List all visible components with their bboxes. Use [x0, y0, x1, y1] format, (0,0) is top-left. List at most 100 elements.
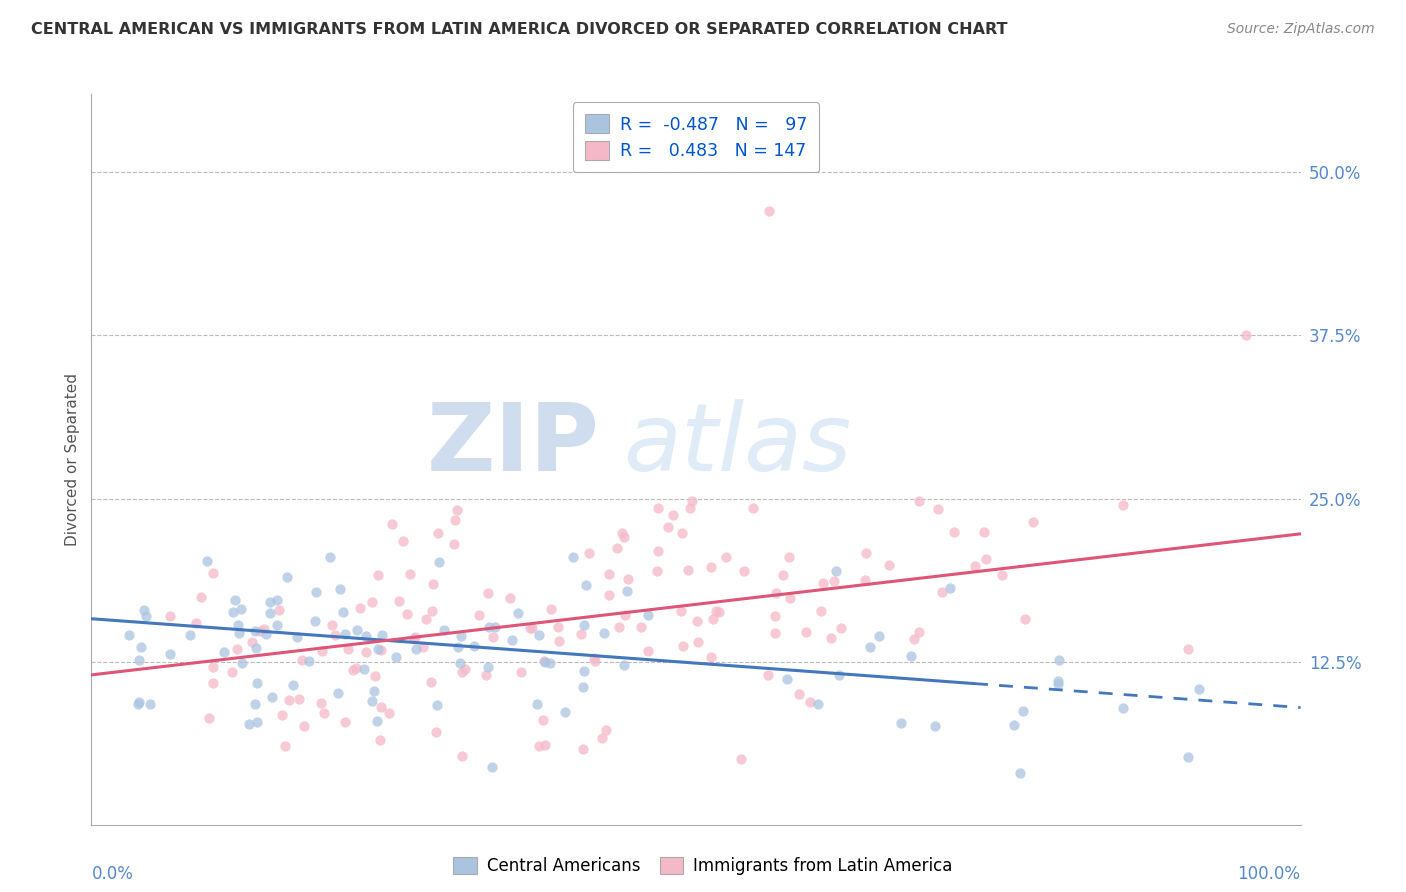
Point [1177, 750, 1199, 764]
Point [481, 630, 503, 644]
Point [344, 661, 367, 675]
Point [681, 493, 703, 508]
Point [702, 612, 724, 626]
Point [304, 614, 326, 628]
Point [240, 635, 263, 649]
Point [477, 586, 499, 600]
Point [360, 694, 382, 708]
Point [371, 628, 394, 642]
Point [370, 700, 392, 714]
Point [184, 615, 207, 630]
Point [572, 741, 595, 756]
Point [259, 607, 281, 621]
Point [427, 555, 450, 569]
Point [688, 635, 710, 649]
Point [288, 692, 311, 706]
Point [890, 715, 912, 730]
Point [1234, 328, 1257, 343]
Point [519, 621, 541, 635]
Point [468, 608, 491, 623]
Text: ZIP: ZIP [426, 399, 599, 491]
Point [198, 711, 221, 725]
Point [202, 566, 225, 581]
Point [404, 630, 426, 644]
Point [810, 604, 832, 618]
Point [399, 567, 422, 582]
Point [139, 698, 162, 712]
Point [420, 675, 443, 690]
Y-axis label: Divorced or Separated: Divorced or Separated [65, 373, 80, 546]
Point [672, 640, 695, 654]
Point [246, 715, 269, 730]
Point [190, 591, 212, 605]
Legend: Central Americans, Immigrants from Latin America: Central Americans, Immigrants from Latin… [447, 850, 959, 882]
Point [931, 585, 953, 599]
Point [859, 640, 882, 654]
Point [354, 629, 377, 643]
Point [707, 605, 730, 619]
Point [787, 687, 810, 701]
Point [578, 545, 600, 559]
Point [249, 624, 271, 638]
Point [349, 600, 371, 615]
Point [828, 668, 851, 682]
Point [676, 563, 699, 577]
Text: atlas: atlas [623, 400, 852, 491]
Point [820, 631, 842, 645]
Point [449, 656, 471, 670]
Point [733, 565, 755, 579]
Point [853, 573, 876, 587]
Point [582, 651, 605, 665]
Text: CENTRAL AMERICAN VS IMMIGRANTS FROM LATIN AMERICA DIVORCED OR SEPARATED CORRELAT: CENTRAL AMERICAN VS IMMIGRANTS FROM LATI… [31, 22, 1008, 37]
Point [451, 665, 474, 680]
Point [756, 667, 779, 681]
Point [574, 665, 596, 679]
Text: Source: ZipAtlas.com: Source: ZipAtlas.com [1227, 22, 1375, 37]
Point [877, 558, 900, 573]
Point [647, 543, 669, 558]
Point [312, 706, 335, 720]
Point [388, 594, 411, 608]
Point [527, 628, 550, 642]
Point [610, 525, 633, 540]
Point [266, 617, 288, 632]
Point [245, 640, 267, 655]
Point [824, 564, 846, 578]
Point [1047, 653, 1070, 667]
Point [700, 650, 723, 665]
Point [778, 549, 800, 564]
Point [506, 607, 529, 621]
Point [868, 629, 890, 643]
Point [1111, 701, 1133, 715]
Point [908, 494, 931, 508]
Point [637, 644, 659, 658]
Point [159, 609, 181, 624]
Point [364, 669, 387, 683]
Point [311, 644, 333, 658]
Point [420, 604, 443, 618]
Point [354, 644, 377, 658]
Point [426, 698, 449, 713]
Point [128, 653, 150, 667]
Point [447, 640, 470, 655]
Point [342, 663, 364, 677]
Point [685, 615, 707, 629]
Point [606, 541, 628, 556]
Point [583, 654, 606, 668]
Point [614, 607, 637, 622]
Point [329, 582, 352, 597]
Point [572, 680, 595, 694]
Point [367, 642, 389, 657]
Point [526, 698, 548, 712]
Point [939, 581, 962, 595]
Point [547, 620, 569, 634]
Point [254, 627, 277, 641]
Point [454, 663, 477, 677]
Point [765, 586, 787, 600]
Point [593, 625, 616, 640]
Point [319, 549, 342, 564]
Point [1008, 765, 1031, 780]
Point [617, 572, 640, 586]
Point [481, 760, 503, 774]
Point [305, 585, 328, 599]
